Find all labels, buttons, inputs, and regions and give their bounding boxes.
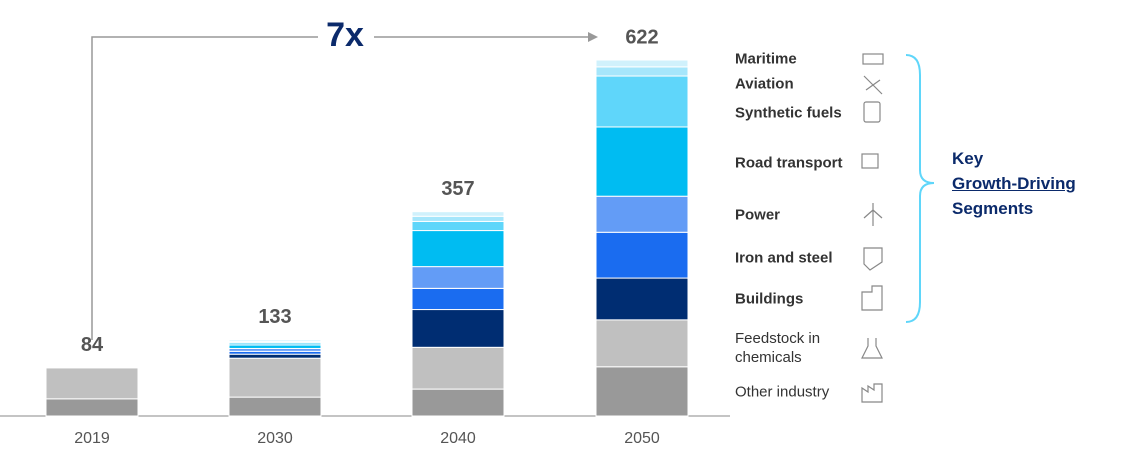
legend-label: Synthetic fuels (735, 104, 842, 122)
total-label: 133 (258, 306, 291, 328)
x-tick-label: 2030 (257, 430, 293, 447)
legend-label: Feedstock in chemicals (735, 330, 821, 366)
icon (861, 153, 879, 169)
total-label: 357 (441, 178, 474, 200)
bar-segment (411, 230, 505, 268)
arrow-line (91, 36, 318, 340)
x-tick-label: 2050 (624, 430, 660, 447)
icon (861, 285, 883, 311)
bar-segment (411, 346, 505, 390)
total-label: 84 (81, 334, 104, 356)
bar-segment (411, 287, 505, 311)
bar-segment (595, 75, 689, 128)
arrow-head (588, 32, 598, 42)
legend-label: Other industry (735, 383, 830, 401)
legend-label: Buildings (735, 290, 804, 308)
x-tick-label: 2019 (74, 430, 110, 447)
bar-segment (595, 59, 689, 68)
bar-segment (228, 396, 322, 417)
icon (863, 101, 881, 123)
bar-segment (595, 277, 689, 321)
icon (863, 75, 883, 95)
bar-segment (595, 319, 689, 368)
icon (863, 203, 883, 226)
bar-segment (228, 344, 322, 349)
bar-segment (228, 357, 322, 398)
brace (905, 54, 935, 323)
bar-segment (595, 195, 689, 233)
legend-label: Power (735, 206, 781, 224)
icon (862, 53, 884, 65)
legend-label: Iron and steel (735, 249, 833, 267)
bar-segment (411, 309, 505, 348)
legend-label: Road transport (735, 154, 843, 172)
key-label: Key Growth-Driving Segments (952, 146, 1076, 221)
bar-segment (595, 231, 689, 279)
key-line: Growth-Driving (952, 174, 1076, 193)
bar-segment (595, 366, 689, 417)
bar-segment (228, 339, 322, 343)
bar-segment (411, 220, 505, 232)
bar-segment (45, 367, 139, 400)
bar-segment (411, 215, 505, 222)
bar-segment (595, 126, 689, 197)
bar-segment (228, 353, 322, 359)
key-line: Segments (952, 199, 1034, 218)
icon (863, 247, 883, 271)
icons (861, 53, 884, 403)
bar-segment (411, 266, 505, 289)
legend-label: Aviation (735, 75, 794, 93)
key-line: Key (952, 149, 984, 168)
annotation: 7x (326, 16, 364, 54)
total-label: 622 (625, 26, 658, 48)
bar-segment (411, 388, 505, 417)
bar-segment (45, 398, 139, 417)
x-tick-label: 2040 (440, 430, 476, 447)
bar-segment (411, 211, 505, 217)
icon (861, 338, 883, 359)
bar-segment (595, 66, 689, 77)
legend-label: Maritime (735, 50, 797, 68)
icon (861, 383, 883, 403)
